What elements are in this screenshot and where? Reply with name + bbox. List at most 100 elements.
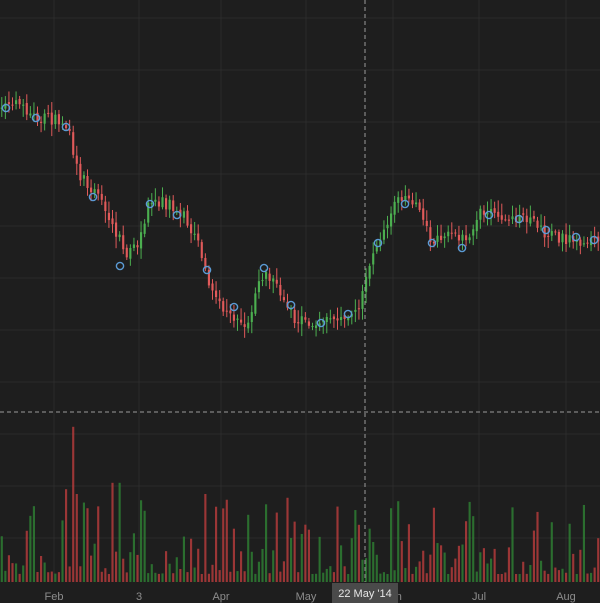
- event-marker[interactable]: [145, 199, 155, 209]
- candle-body: [168, 199, 171, 210]
- volume-bar: [400, 541, 403, 582]
- volume-bar: [40, 556, 43, 582]
- candle-body: [311, 326, 314, 328]
- candle-body: [315, 325, 318, 328]
- candle-body: [50, 112, 53, 125]
- volume-bar: [215, 506, 218, 582]
- candle-body: [140, 232, 143, 249]
- candle-body: [211, 283, 214, 291]
- volume-bar: [11, 563, 14, 582]
- volume-bar: [190, 538, 193, 582]
- volume-bars: [0, 426, 600, 582]
- volume-bar: [511, 507, 514, 582]
- volume-bar: [415, 566, 418, 582]
- candle-body: [93, 189, 96, 194]
- candle-body: [57, 114, 60, 125]
- volume-bar: [125, 572, 128, 582]
- candle-body: [272, 278, 275, 282]
- x-tick-label: Feb: [45, 591, 64, 603]
- event-marker[interactable]: [400, 199, 410, 209]
- candle-body: [540, 225, 543, 227]
- candle-body: [204, 257, 207, 269]
- volume-bar: [429, 554, 432, 582]
- candle-body: [143, 223, 146, 234]
- candle-body: [382, 229, 385, 240]
- volume-bar: [4, 570, 7, 582]
- volume-bar: [457, 545, 460, 582]
- event-marker[interactable]: [373, 238, 383, 248]
- volume-bar: [72, 426, 75, 582]
- event-marker[interactable]: [31, 113, 41, 123]
- event-marker[interactable]: [1, 103, 11, 113]
- event-marker[interactable]: [427, 238, 437, 248]
- volume-bar: [397, 501, 400, 582]
- event-marker[interactable]: [571, 232, 581, 242]
- candle-body: [265, 271, 268, 279]
- event-marker[interactable]: [343, 309, 353, 319]
- candle-body: [493, 208, 496, 213]
- event-marker[interactable]: [202, 265, 212, 275]
- crosshair-date-badge: [332, 583, 398, 603]
- volume-bar: [179, 568, 182, 582]
- candle-body: [482, 210, 485, 215]
- candle-body: [282, 297, 285, 301]
- volume-bar: [315, 573, 318, 582]
- candle-body: [215, 290, 218, 297]
- candle-body: [54, 114, 57, 125]
- candle-body: [511, 216, 514, 220]
- candle-body: [36, 112, 39, 122]
- event-marker[interactable]: [259, 263, 269, 273]
- volume-bar: [490, 558, 493, 582]
- volume-bar: [43, 562, 46, 582]
- event-marker[interactable]: [61, 122, 71, 132]
- event-marker[interactable]: [229, 302, 239, 312]
- volume-bar: [122, 558, 125, 582]
- candle-body: [136, 245, 139, 248]
- volume-bar: [200, 573, 203, 582]
- candle-body: [132, 244, 135, 248]
- event-marker[interactable]: [88, 192, 98, 202]
- candle-body: [40, 121, 43, 123]
- volume-bar: [340, 545, 343, 582]
- volume-bar: [157, 573, 160, 582]
- candle-body: [82, 175, 85, 179]
- x-tick-label: May: [296, 591, 317, 603]
- volume-bar: [186, 572, 189, 582]
- event-marker[interactable]: [457, 243, 467, 253]
- candle-body: [218, 298, 221, 302]
- volume-bar: [582, 504, 585, 582]
- volume-bar: [286, 497, 289, 582]
- volume-bar: [425, 573, 428, 582]
- candle-body: [354, 309, 357, 312]
- x-tick-label: Jul: [472, 591, 486, 603]
- volume-bar: [586, 573, 589, 582]
- volume-bar: [365, 558, 368, 582]
- candle-body: [90, 187, 93, 193]
- candle-body: [561, 233, 564, 243]
- candle-body: [250, 312, 253, 323]
- event-marker[interactable]: [286, 300, 296, 310]
- candle-body: [336, 318, 339, 321]
- candle-body: [275, 279, 278, 284]
- volume-bar: [79, 566, 82, 582]
- x-tick-label: Apr: [212, 591, 229, 603]
- candle-body: [447, 231, 450, 237]
- candle-body: [507, 219, 510, 221]
- event-marker[interactable]: [115, 261, 125, 271]
- candle-body: [115, 222, 118, 237]
- volume-bar: [393, 570, 396, 582]
- candle-body: [500, 215, 503, 220]
- event-marker[interactable]: [316, 318, 326, 328]
- volume-bar: [532, 530, 535, 582]
- event-marker[interactable]: [484, 210, 494, 220]
- volume-bar: [300, 533, 303, 582]
- event-marker[interactable]: [589, 235, 599, 245]
- event-marker[interactable]: [541, 225, 551, 235]
- volume-bar: [297, 572, 300, 582]
- event-marker[interactable]: [514, 214, 524, 224]
- candle-body: [293, 309, 296, 324]
- volume-bar: [143, 510, 146, 582]
- event-marker[interactable]: [172, 210, 182, 220]
- candle-body: [472, 229, 475, 236]
